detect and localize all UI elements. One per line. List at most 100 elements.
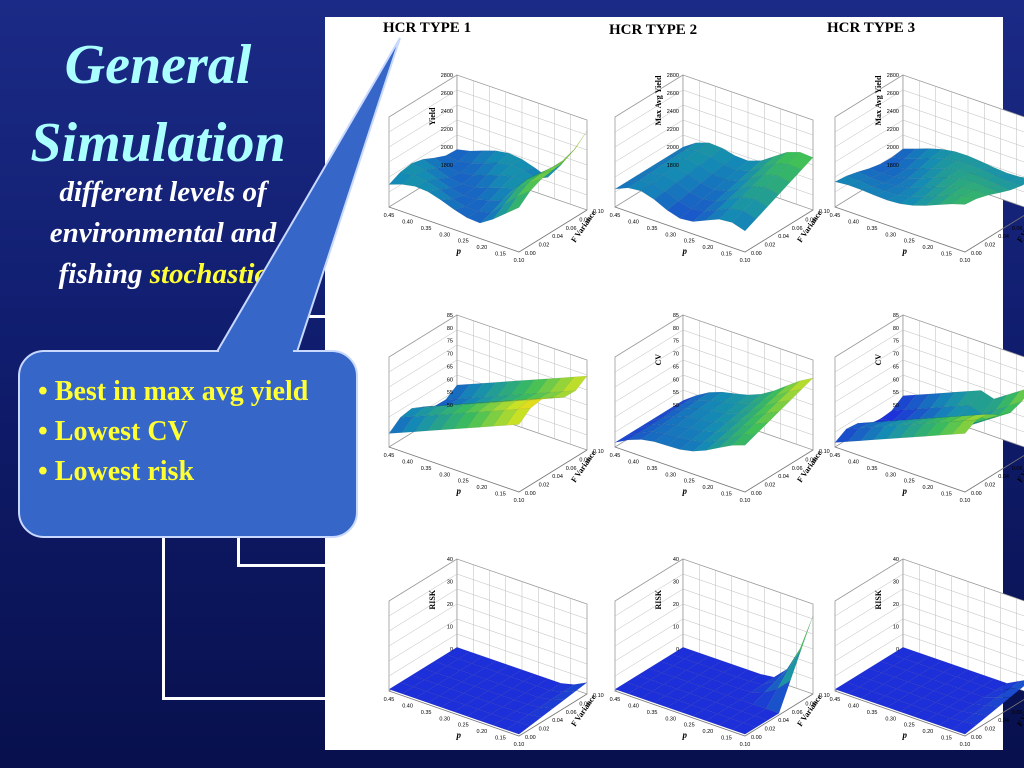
surface-patch	[731, 433, 757, 446]
z-axis-label: Yield	[428, 107, 437, 125]
z-tick-label: 2600	[667, 91, 679, 97]
surface-patch	[951, 419, 977, 435]
y-tick-label: 0.00	[971, 251, 982, 257]
x-tick-label: 0.15	[721, 736, 732, 742]
y-tick-label: 0.02	[765, 727, 776, 733]
z-tick-label: 55	[893, 390, 899, 396]
x-tick-label: 0.30	[885, 232, 896, 238]
z-tick-label: 2600	[887, 91, 899, 97]
z-tick-label: 20	[893, 602, 899, 608]
callout-bullet-1: • Best in max avg yield	[38, 376, 309, 407]
x-tick-label: 0.35	[421, 226, 432, 232]
surface-patch	[517, 178, 543, 197]
surface-patch	[974, 705, 1000, 716]
slide-title: General Simulation	[30, 34, 286, 174]
y-tick-label: 0.10	[819, 449, 830, 455]
z-axis-label: RISK	[874, 589, 883, 609]
z-tick-label: 20	[673, 602, 679, 608]
z-tick-label: 85	[673, 313, 679, 319]
y-tick-label: 0.10	[819, 209, 830, 215]
y-tick-label: 0.04	[552, 718, 563, 724]
z-tick-label: 70	[673, 352, 679, 358]
y-tick-label: 0.08	[805, 457, 816, 463]
y-tick-label: 0.08	[579, 701, 590, 707]
y-tick-label: 0.06	[1012, 710, 1023, 716]
x-tick-label: 0.15	[941, 492, 952, 498]
x-axis-label: p	[682, 246, 688, 256]
y-tick-label: 0.06	[792, 226, 803, 232]
y-tick-label: 0.02	[539, 727, 550, 733]
y-tick-label: 0.10	[593, 693, 604, 699]
x-tick-label: 0.15	[941, 252, 952, 258]
x-tick-label: 0.30	[439, 716, 450, 722]
surface-patch	[754, 708, 780, 721]
x-tick-label: 0.15	[721, 252, 732, 258]
z-tick-label: 2000	[667, 145, 679, 151]
x-tick-label: 0.20	[702, 485, 713, 491]
surface-patch	[1008, 176, 1024, 186]
z-tick-label: 2000	[441, 145, 453, 151]
y-tick-label: 0.00	[751, 491, 762, 497]
y-tick-label: 0.10	[819, 693, 830, 699]
y-tick-label: 0.02	[765, 483, 776, 489]
x-tick-label: 0.40	[402, 459, 413, 465]
x-tick-label: 0.20	[476, 485, 487, 491]
x-tick-label: 0.20	[702, 729, 713, 735]
z-tick-label: 50	[673, 403, 679, 409]
x-tick-label: 0.20	[922, 729, 933, 735]
x-tick-label: 0.20	[702, 245, 713, 251]
x-tick-label: 0.35	[647, 466, 658, 472]
z-axis-label: CV	[654, 354, 663, 366]
surface-patch	[788, 151, 814, 171]
z-tick-label: 2400	[667, 109, 679, 115]
y-tick-label: 0.00	[971, 491, 982, 497]
surface-patch	[788, 377, 814, 392]
x-tick-label: 0.45	[830, 213, 841, 219]
x-axis-label: p	[682, 486, 688, 496]
z-axis-label: RISK	[654, 589, 663, 609]
surface-plot-r1-c3: 1800 2000 2200 2400 2600 2800 0.45 0.40 0.35 0.30…	[783, 43, 1024, 281]
surface-patch	[528, 169, 554, 183]
x-axis-label: p	[456, 730, 462, 740]
x-tick-label: 0.40	[628, 459, 639, 465]
x-tick-label: 0.35	[647, 710, 658, 716]
z-tick-label: 30	[673, 580, 679, 586]
slide-subtitle: different levels of environmental and fi…	[8, 172, 318, 295]
z-tick-label: 65	[673, 364, 679, 370]
column-header-hcr-3: HCR TYPE 3	[827, 20, 916, 36]
y-tick-label: 0.02	[985, 727, 996, 733]
surface-patch	[505, 408, 531, 426]
y-tick-label: 0.08	[579, 217, 590, 223]
y-tick-label: 0.04	[998, 474, 1009, 480]
x-axis-label: p	[902, 730, 908, 740]
surface-patch	[731, 210, 757, 232]
z-tick-label: 75	[673, 339, 679, 345]
column-header-hcr-1: HCR TYPE 1	[383, 20, 472, 36]
x-tick-label: 0.10	[740, 498, 751, 504]
z-tick-label: 60	[447, 377, 453, 383]
z-tick-label: 0	[450, 647, 453, 653]
y-tick-label: 0.02	[765, 243, 776, 249]
x-tick-label: 0.15	[941, 736, 952, 742]
callout-box: • Best in max avg yield • Lowest CV • Lo…	[18, 350, 358, 538]
y-tick-label: 0.04	[778, 718, 789, 724]
surface-patch	[765, 680, 791, 714]
x-tick-label: 0.10	[740, 258, 751, 264]
z-tick-label: 2800	[887, 73, 899, 79]
x-tick-label: 0.30	[885, 716, 896, 722]
x-tick-label: 0.45	[384, 697, 395, 703]
x-tick-label: 0.40	[628, 219, 639, 225]
y-tick-label: 0.08	[579, 457, 590, 463]
z-tick-label: 2800	[441, 73, 453, 79]
z-tick-label: 75	[447, 339, 453, 345]
x-tick-label: 0.40	[848, 219, 859, 225]
y-tick-label: 0.06	[566, 226, 577, 232]
z-tick-label: 30	[447, 580, 453, 586]
y-tick-label: 0.02	[985, 243, 996, 249]
x-tick-label: 0.30	[665, 716, 676, 722]
y-tick-label: 0.00	[525, 735, 536, 741]
surface-plot-r2-c2: 50 55 60 65 70 75 80 85 0.45 0.40 0.35 0.30 0.25 0.20…	[563, 283, 830, 521]
surface-patch	[985, 184, 1011, 194]
x-tick-label: 0.35	[647, 226, 658, 232]
z-tick-label: 20	[447, 602, 453, 608]
